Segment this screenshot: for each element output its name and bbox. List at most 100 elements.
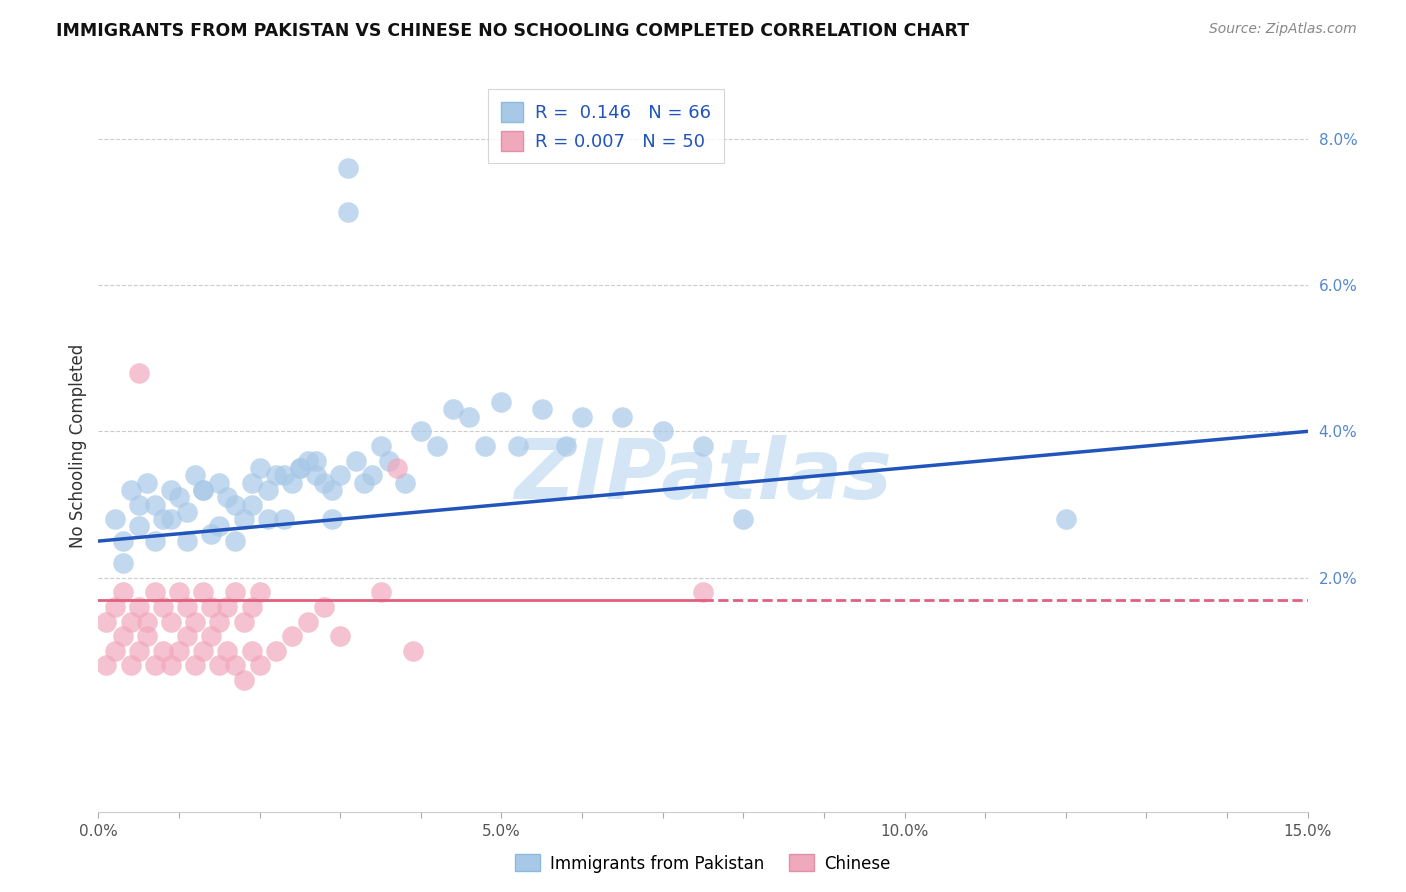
Point (240, 644, 263, 658)
Point (160, 615, 183, 629)
Point (329, 629, 352, 643)
Point (120, 615, 142, 629)
Point (143, 585, 166, 599)
Point (135, 629, 157, 643)
Point (176, 534, 198, 549)
Point (321, 512, 343, 526)
Point (184, 658, 207, 673)
Point (135, 615, 157, 629)
Point (103, 644, 125, 658)
Point (240, 498, 263, 512)
Point (224, 498, 246, 512)
Point (297, 453, 319, 467)
Point (96, 658, 118, 673)
Point (273, 468, 295, 483)
Point (193, 483, 215, 497)
Point (249, 585, 271, 599)
Point (281, 629, 304, 643)
Point (208, 658, 231, 673)
Point (208, 475, 231, 490)
Point (224, 658, 246, 673)
Legend: Immigrants from Pakistan, Chinese: Immigrants from Pakistan, Chinese (509, 847, 897, 880)
Point (217, 490, 239, 504)
Point (474, 439, 496, 453)
Point (370, 439, 392, 453)
Point (256, 512, 278, 526)
Point (240, 599, 263, 614)
Point (143, 498, 166, 512)
Point (208, 519, 231, 533)
Point (264, 468, 287, 483)
Point (111, 534, 134, 549)
Point (128, 366, 150, 380)
Point (1054, 512, 1077, 526)
Point (200, 526, 222, 541)
Point (176, 599, 198, 614)
Point (232, 673, 254, 687)
Point (288, 461, 311, 475)
Point (353, 475, 375, 490)
Point (491, 395, 513, 409)
Point (217, 599, 239, 614)
Point (651, 425, 673, 439)
Point (314, 599, 336, 614)
Point (571, 409, 593, 424)
Point (103, 512, 125, 526)
Point (409, 425, 432, 439)
Point (337, 205, 360, 219)
Point (256, 483, 278, 497)
Point (297, 615, 319, 629)
Text: IMMIGRANTS FROM PAKISTAN VS CHINESE NO SCHOOLING COMPLETED CORRELATION CHART: IMMIGRANTS FROM PAKISTAN VS CHINESE NO S… (56, 22, 969, 40)
Point (692, 585, 714, 599)
Point (305, 453, 328, 467)
Point (288, 461, 311, 475)
Point (167, 585, 190, 599)
Point (200, 599, 222, 614)
Point (193, 644, 215, 658)
Point (135, 475, 157, 490)
Point (394, 475, 416, 490)
Point (193, 483, 215, 497)
Point (612, 409, 634, 424)
Point (208, 615, 231, 629)
Point (111, 585, 134, 599)
Point (344, 453, 367, 467)
Point (128, 498, 150, 512)
Point (264, 644, 287, 658)
Point (217, 644, 239, 658)
Point (321, 483, 343, 497)
Point (458, 409, 481, 424)
Point (249, 461, 271, 475)
Point (441, 402, 464, 417)
Point (96, 615, 118, 629)
Point (733, 512, 755, 526)
Point (555, 439, 578, 453)
Point (103, 599, 125, 614)
Point (111, 629, 134, 643)
Point (232, 615, 254, 629)
Text: ZIPatlas: ZIPatlas (515, 434, 891, 516)
Point (152, 599, 174, 614)
Legend: R =  0.146   N = 66, R = 0.007   N = 50: R = 0.146 N = 66, R = 0.007 N = 50 (488, 89, 724, 163)
Point (167, 490, 190, 504)
Point (143, 534, 166, 549)
Point (160, 512, 183, 526)
Point (249, 658, 271, 673)
Point (143, 658, 166, 673)
Point (281, 475, 304, 490)
Point (224, 585, 246, 599)
Point (184, 615, 207, 629)
Text: Source: ZipAtlas.com: Source: ZipAtlas.com (1209, 22, 1357, 37)
Point (160, 483, 183, 497)
Point (240, 475, 263, 490)
Point (184, 468, 207, 483)
Point (305, 468, 328, 483)
Point (176, 629, 198, 643)
Point (370, 585, 392, 599)
Point (273, 512, 295, 526)
Point (361, 468, 384, 483)
Point (224, 534, 246, 549)
Point (426, 439, 449, 453)
Point (128, 644, 150, 658)
Point (167, 644, 190, 658)
